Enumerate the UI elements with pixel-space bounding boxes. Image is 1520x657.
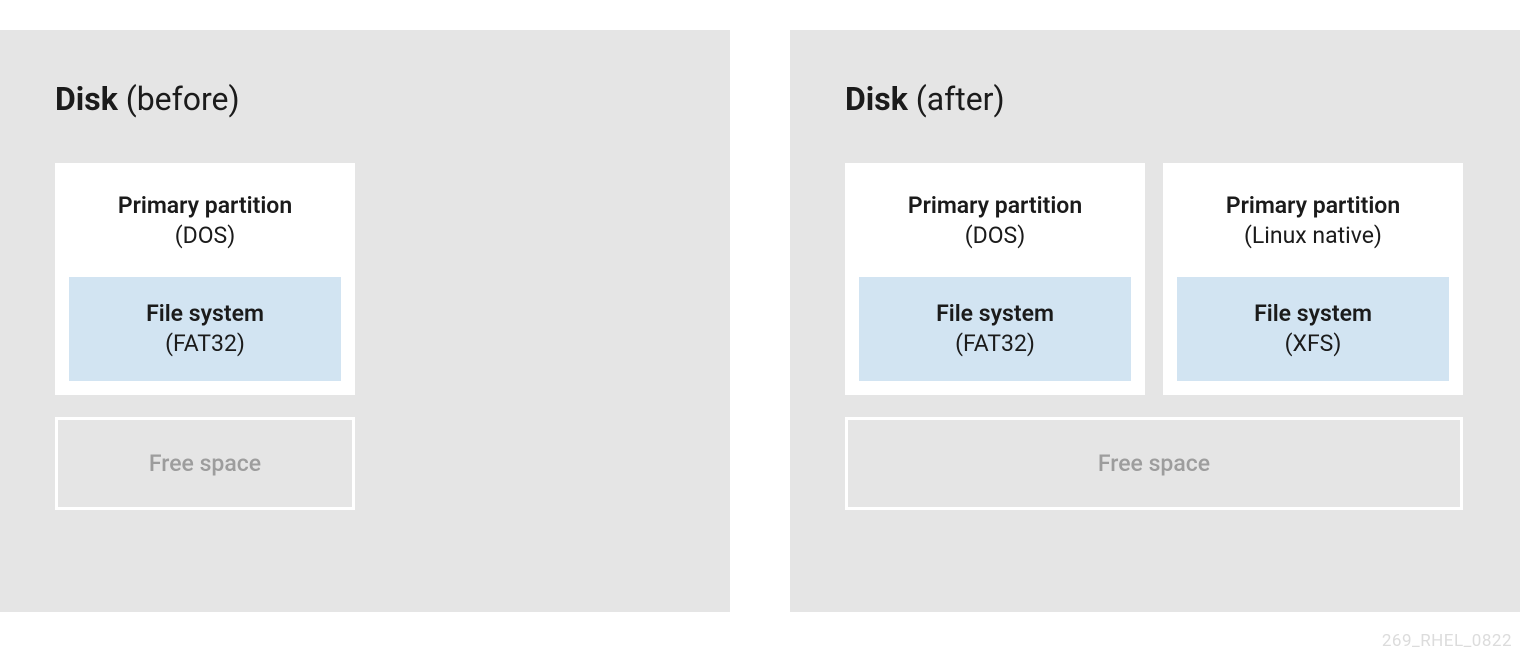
after-partition-0-fs: File system (FAT32) [859,277,1131,381]
disk-before-title-rest: (before) [118,80,240,118]
before-partition-0-fs-title: File system [79,299,331,329]
before-free-space: Free space [55,417,355,510]
after-partition-1-title: Primary partition [1177,191,1449,221]
after-partition-0: Primary partition (DOS) File system (FAT… [845,163,1145,395]
after-partition-1: Primary partition (Linux native) File sy… [1163,163,1463,395]
before-partition-0-subtitle: (DOS) [69,221,341,251]
after-partition-0-subtitle: (DOS) [859,221,1131,251]
after-free-space: Free space [845,417,1463,510]
after-partition-1-fs-title: File system [1187,299,1439,329]
disk-before-panel: Disk (before) Primary partition (DOS) Fi… [0,30,730,612]
diagram-container: Disk (before) Primary partition (DOS) Fi… [0,0,1520,612]
disk-after-title: Disk (after) [845,80,1465,118]
before-partitions-row: Primary partition (DOS) File system (FAT… [55,163,675,395]
after-partition-0-title: Primary partition [859,191,1131,221]
disk-before-title: Disk (before) [55,80,675,118]
after-partition-0-fs-title: File system [869,299,1121,329]
after-partitions-row: Primary partition (DOS) File system (FAT… [845,163,1465,395]
disk-before-title-bold: Disk [55,80,118,118]
after-partition-0-fs-subtitle: (FAT32) [869,329,1121,359]
before-partition-0-fs-subtitle: (FAT32) [79,329,331,359]
before-partition-0-fs: File system (FAT32) [69,277,341,381]
after-partition-1-subtitle: (Linux native) [1177,221,1449,251]
before-partition-0-title: Primary partition [69,191,341,221]
disk-after-title-rest: (after) [908,80,1005,118]
after-partition-1-fs-subtitle: (XFS) [1187,329,1439,359]
before-partition-0: Primary partition (DOS) File system (FAT… [55,163,355,395]
watermark-text: 269_RHEL_0822 [1382,631,1512,651]
after-partition-1-fs: File system (XFS) [1177,277,1449,381]
disk-after-title-bold: Disk [845,80,908,118]
disk-after-panel: Disk (after) Primary partition (DOS) Fil… [790,30,1520,612]
